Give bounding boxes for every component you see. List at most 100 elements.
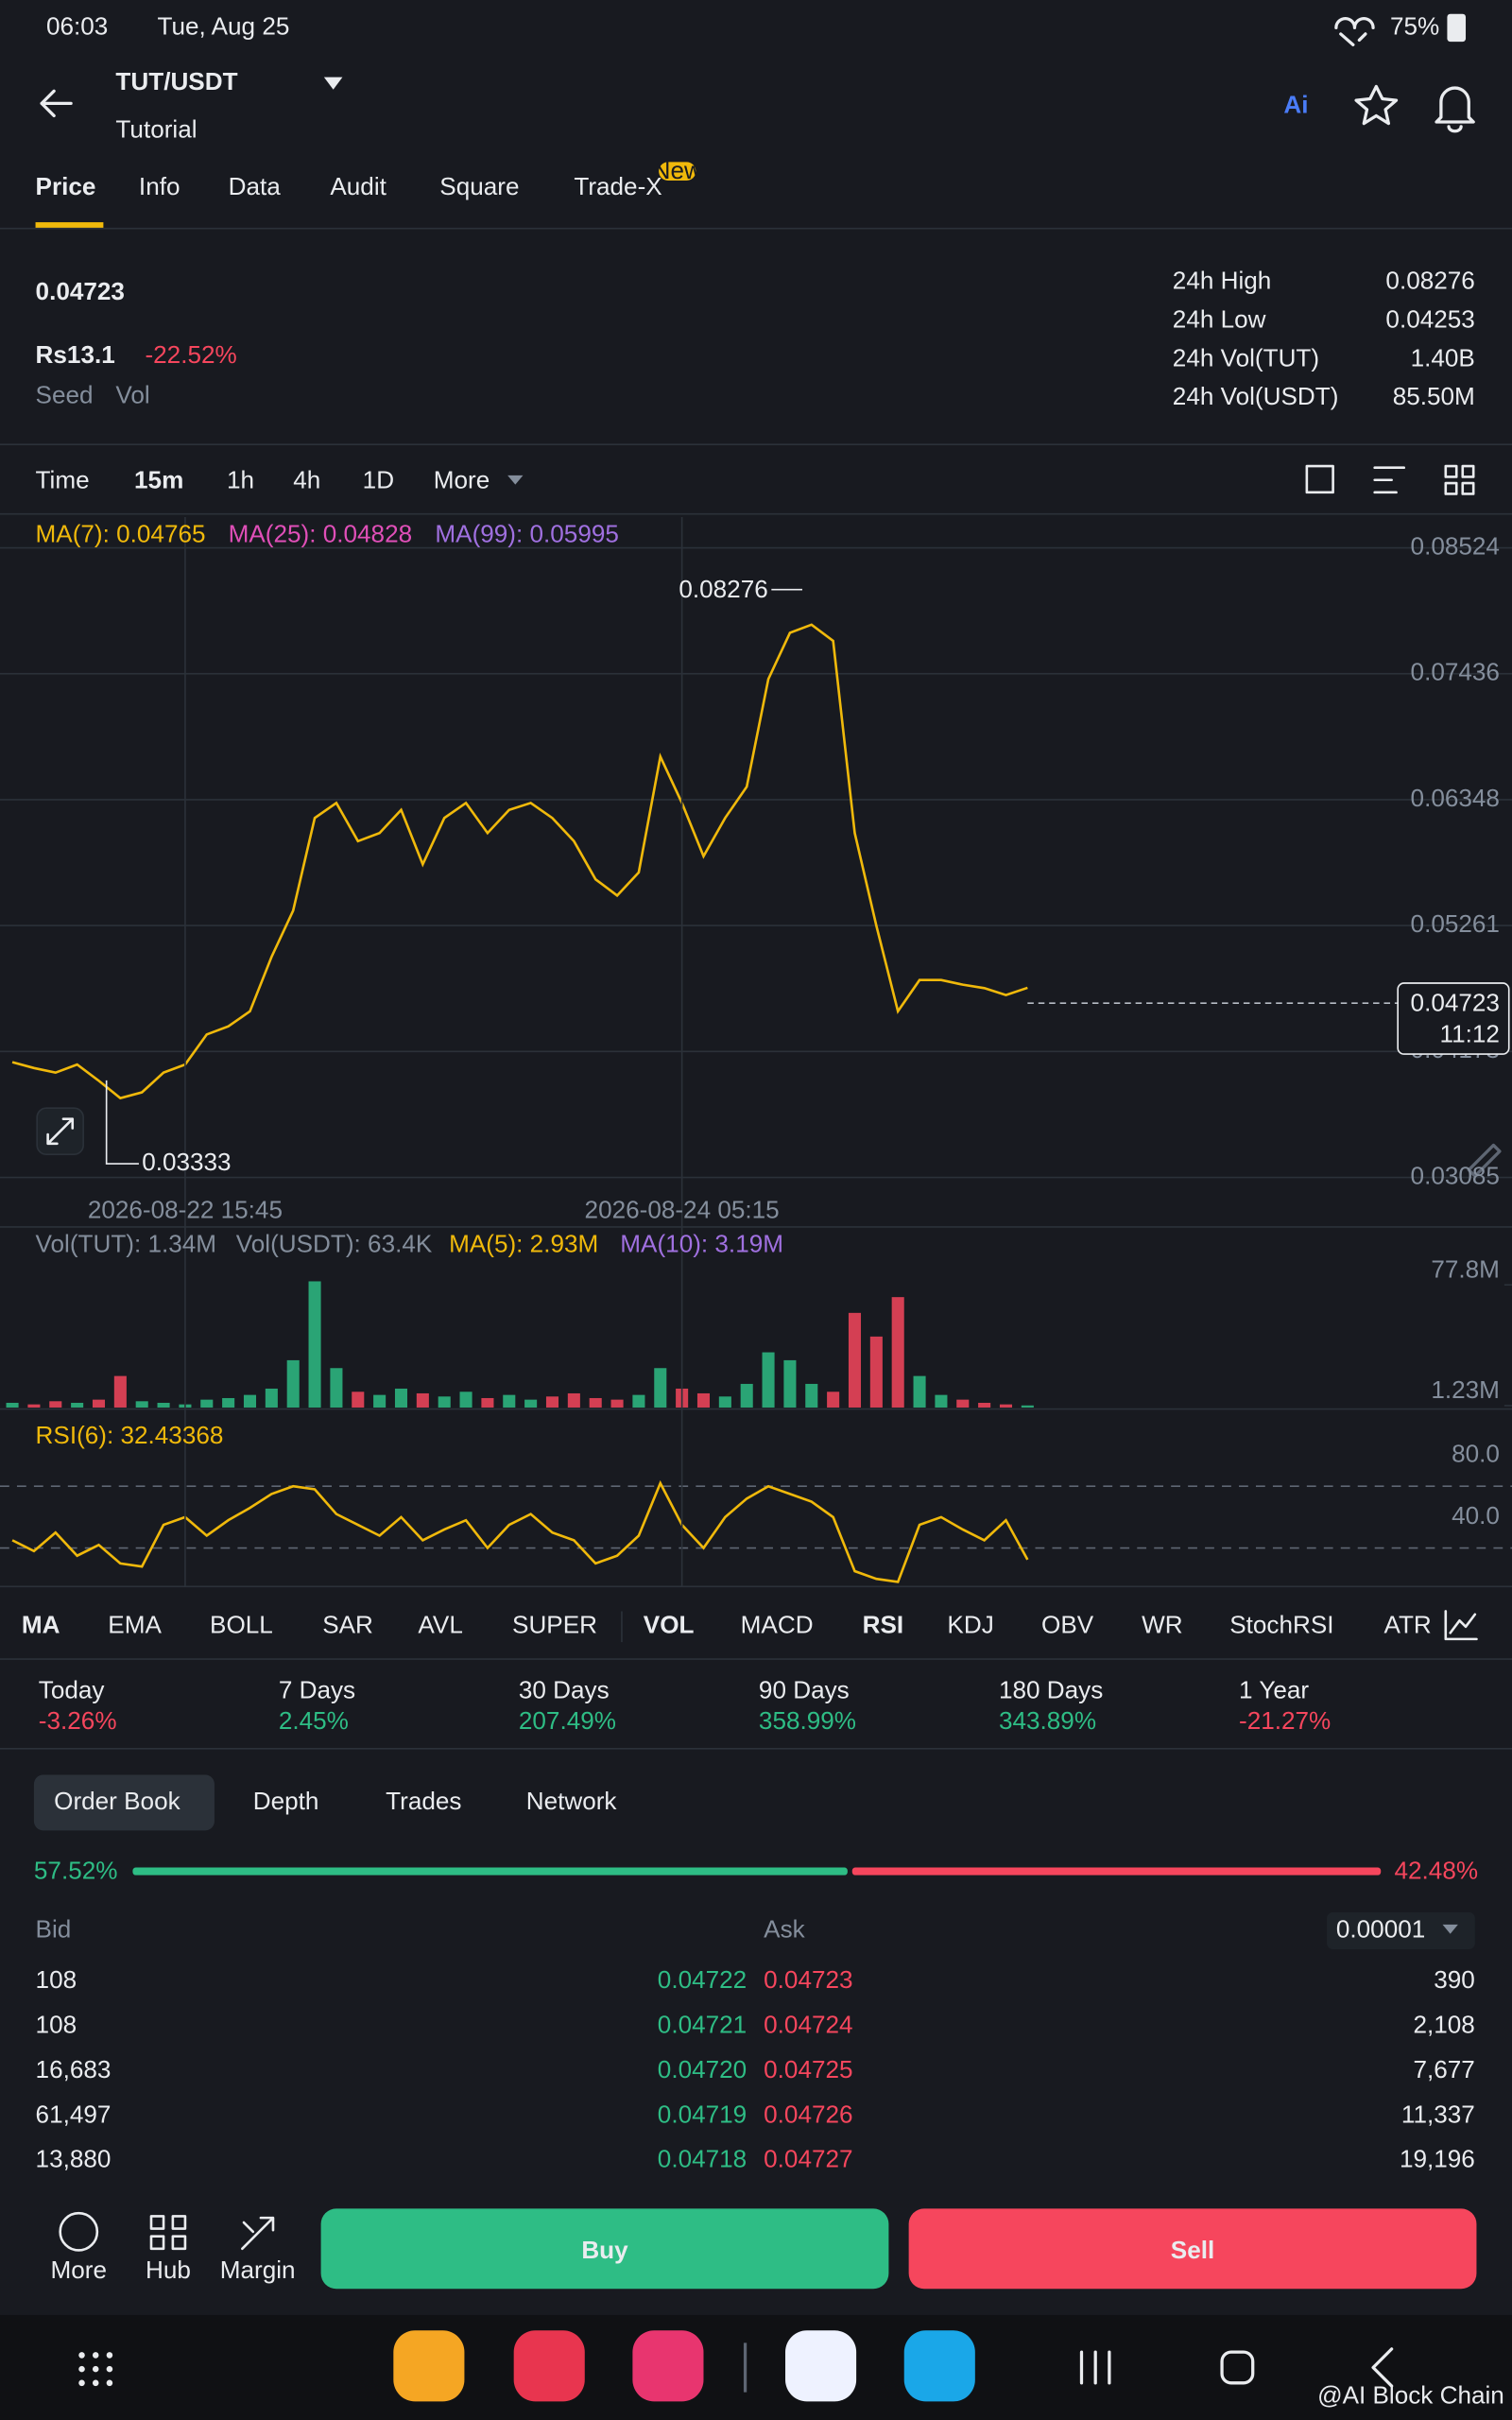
ai-button[interactable]: Ai: [1283, 91, 1308, 119]
indicator-tab[interactable]: ATR: [1383, 1611, 1431, 1639]
app-camera[interactable]: [513, 2330, 585, 2402]
more-icon[interactable]: [59, 2211, 99, 2252]
price-line: [11, 623, 1028, 1100]
indicator-tab[interactable]: WR: [1142, 1611, 1183, 1639]
volume-bar: [610, 1399, 624, 1408]
alert-button[interactable]: [1435, 86, 1475, 133]
tab[interactable]: Square: [439, 172, 519, 200]
volume-bar: [459, 1392, 472, 1408]
book-tab[interactable]: Depth: [253, 1787, 319, 1815]
stat-label: 24h Low: [1173, 304, 1266, 333]
pair-dropdown[interactable]: [323, 77, 343, 90]
volume-bar: [222, 1397, 235, 1408]
stat-value: 85.50M: [1393, 382, 1475, 410]
settings-icon[interactable]: [1373, 466, 1406, 494]
ma-legend: MA(7): 0.04765: [36, 519, 206, 547]
interval[interactable]: 15m: [134, 465, 183, 493]
indicator-tab[interactable]: SUPER: [512, 1611, 597, 1639]
indicator-tab[interactable]: AVL: [418, 1611, 462, 1639]
indicator-tab[interactable]: StochRSI: [1229, 1611, 1333, 1639]
more-dropdown[interactable]: [507, 475, 524, 485]
indicator-tab[interactable]: KDJ: [947, 1611, 993, 1639]
app-gallery[interactable]: [632, 2330, 704, 2402]
rsi-title: RSI(6): 32.43368: [36, 1421, 224, 1449]
book-tab[interactable]: Trades: [386, 1787, 461, 1815]
layout-icon[interactable]: [1444, 464, 1475, 495]
interval[interactable]: 1h: [227, 465, 254, 493]
tab[interactable]: Info: [139, 172, 180, 200]
ask-qty: 390: [1434, 1965, 1475, 1994]
sell-label[interactable]: Sell: [1171, 2236, 1214, 2264]
back-button[interactable]: [40, 89, 73, 118]
indicator-tab[interactable]: VOL: [644, 1611, 695, 1639]
tool-icon[interactable]: [1305, 464, 1334, 494]
perf-value: 2.45%: [279, 1706, 349, 1735]
volume-bar: [373, 1394, 387, 1408]
bid-price: 0.04718: [658, 2145, 747, 2173]
indicator-tab[interactable]: SAR: [322, 1611, 373, 1639]
perf-label: 180 Days: [999, 1675, 1103, 1703]
volume-bar: [157, 1402, 170, 1408]
volume-bar: [71, 1402, 84, 1408]
volume-bar: [27, 1404, 41, 1408]
tab[interactable]: Audit: [330, 172, 387, 200]
stat-value: 1.40B: [1411, 343, 1475, 372]
y-tick-label: 0.08524: [1411, 531, 1500, 560]
volume-legend: Vol(TUT): 1.34M: [36, 1229, 217, 1257]
tab[interactable]: Data: [229, 172, 282, 200]
tab[interactable]: Price: [36, 172, 96, 200]
apps-button[interactable]: [78, 2352, 113, 2387]
hub-icon[interactable]: [149, 2215, 187, 2251]
indicator-tab[interactable]: OBV: [1041, 1611, 1094, 1639]
tag[interactable]: Seed: [36, 380, 94, 408]
indicator-tab[interactable]: EMA: [108, 1611, 162, 1639]
ask-price: 0.04725: [764, 2055, 852, 2083]
app-deepseek[interactable]: [785, 2330, 857, 2402]
pair-name[interactable]: TUT/USDT: [115, 67, 237, 95]
volume-bar: [567, 1392, 580, 1408]
ask-qty: 2,108: [1413, 2011, 1474, 2039]
volume-bar: [956, 1399, 970, 1408]
margin-icon[interactable]: [241, 2216, 275, 2251]
recents-button[interactable]: [1079, 2350, 1111, 2385]
current-price-label: 0.04723: [1411, 989, 1500, 1017]
pair-subtitle: Tutorial: [115, 115, 197, 144]
buy-button[interactable]: [320, 2208, 889, 2290]
tag[interactable]: Vol: [115, 380, 149, 408]
last-price: 0.04723: [36, 277, 125, 305]
interval[interactable]: 1D: [363, 465, 394, 493]
app-files[interactable]: [393, 2330, 465, 2402]
indicator-tab[interactable]: MA: [22, 1611, 60, 1639]
interval[interactable]: More: [434, 465, 490, 493]
interval[interactable]: 4h: [293, 465, 320, 493]
book-tab[interactable]: Order Book: [54, 1787, 180, 1815]
indicator-tab[interactable]: BOLL: [210, 1611, 273, 1639]
buy-label[interactable]: Buy: [581, 2236, 628, 2264]
tool-label[interactable]: More: [51, 2256, 107, 2284]
favorite-button[interactable]: [1354, 84, 1399, 126]
precision-select[interactable]: [1327, 1911, 1475, 1950]
volume-bar: [696, 1392, 711, 1408]
watermark: @AI Block Chain: [1317, 2380, 1504, 2409]
ask-price: 0.04726: [764, 2100, 852, 2128]
volume-bar: [308, 1281, 321, 1408]
y-tick-label: 0.06348: [1411, 784, 1500, 812]
home-button[interactable]: [1220, 2350, 1255, 2385]
draw-button[interactable]: [1467, 1143, 1502, 1178]
indicator-tab[interactable]: RSI: [863, 1611, 904, 1639]
app-movie[interactable]: [903, 2330, 975, 2402]
indicator-tab[interactable]: MACD: [741, 1611, 814, 1639]
precision-dropdown: [1442, 1924, 1458, 1934]
book-tab[interactable]: Network: [526, 1787, 618, 1815]
perf-label: 90 Days: [759, 1675, 850, 1703]
y-tick-label: 77.8M: [1431, 1254, 1500, 1283]
sell-button[interactable]: [908, 2208, 1477, 2290]
tab[interactable]: Trade-X: [574, 172, 662, 200]
interval[interactable]: Time: [36, 465, 90, 493]
indicator-settings[interactable]: [1444, 1610, 1478, 1641]
nav-back-button[interactable]: [1371, 2347, 1394, 2388]
tool-label[interactable]: Hub: [146, 2256, 191, 2284]
tool-label[interactable]: Margin: [220, 2256, 296, 2284]
volume-bar: [762, 1352, 775, 1408]
